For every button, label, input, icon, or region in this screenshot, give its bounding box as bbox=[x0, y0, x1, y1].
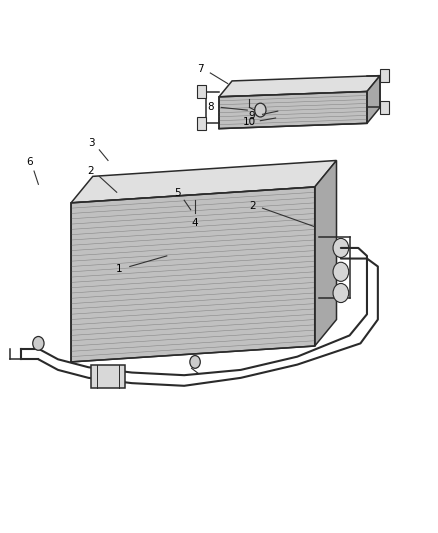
Text: 10: 10 bbox=[243, 117, 256, 127]
Polygon shape bbox=[71, 160, 336, 203]
Circle shape bbox=[190, 356, 200, 368]
Text: 5: 5 bbox=[174, 188, 180, 198]
Polygon shape bbox=[219, 92, 367, 128]
Circle shape bbox=[333, 284, 349, 303]
Circle shape bbox=[333, 262, 349, 281]
Text: 2: 2 bbox=[249, 200, 255, 211]
Text: 3: 3 bbox=[88, 138, 95, 148]
Polygon shape bbox=[367, 76, 380, 123]
Polygon shape bbox=[71, 187, 315, 362]
Text: 6: 6 bbox=[27, 157, 33, 167]
Text: 9: 9 bbox=[248, 111, 255, 121]
Polygon shape bbox=[219, 76, 380, 97]
Text: 1: 1 bbox=[116, 264, 123, 273]
Bar bbox=[197, 117, 206, 130]
Bar bbox=[380, 101, 389, 114]
Text: 2: 2 bbox=[87, 166, 94, 176]
Text: 4: 4 bbox=[192, 218, 198, 228]
Bar bbox=[380, 69, 389, 82]
Bar bbox=[91, 365, 125, 389]
Polygon shape bbox=[315, 160, 336, 346]
Circle shape bbox=[333, 238, 349, 257]
Circle shape bbox=[33, 336, 44, 350]
Text: 8: 8 bbox=[207, 102, 214, 111]
Circle shape bbox=[254, 103, 266, 117]
Bar bbox=[197, 85, 206, 98]
Text: 7: 7 bbox=[197, 64, 204, 74]
